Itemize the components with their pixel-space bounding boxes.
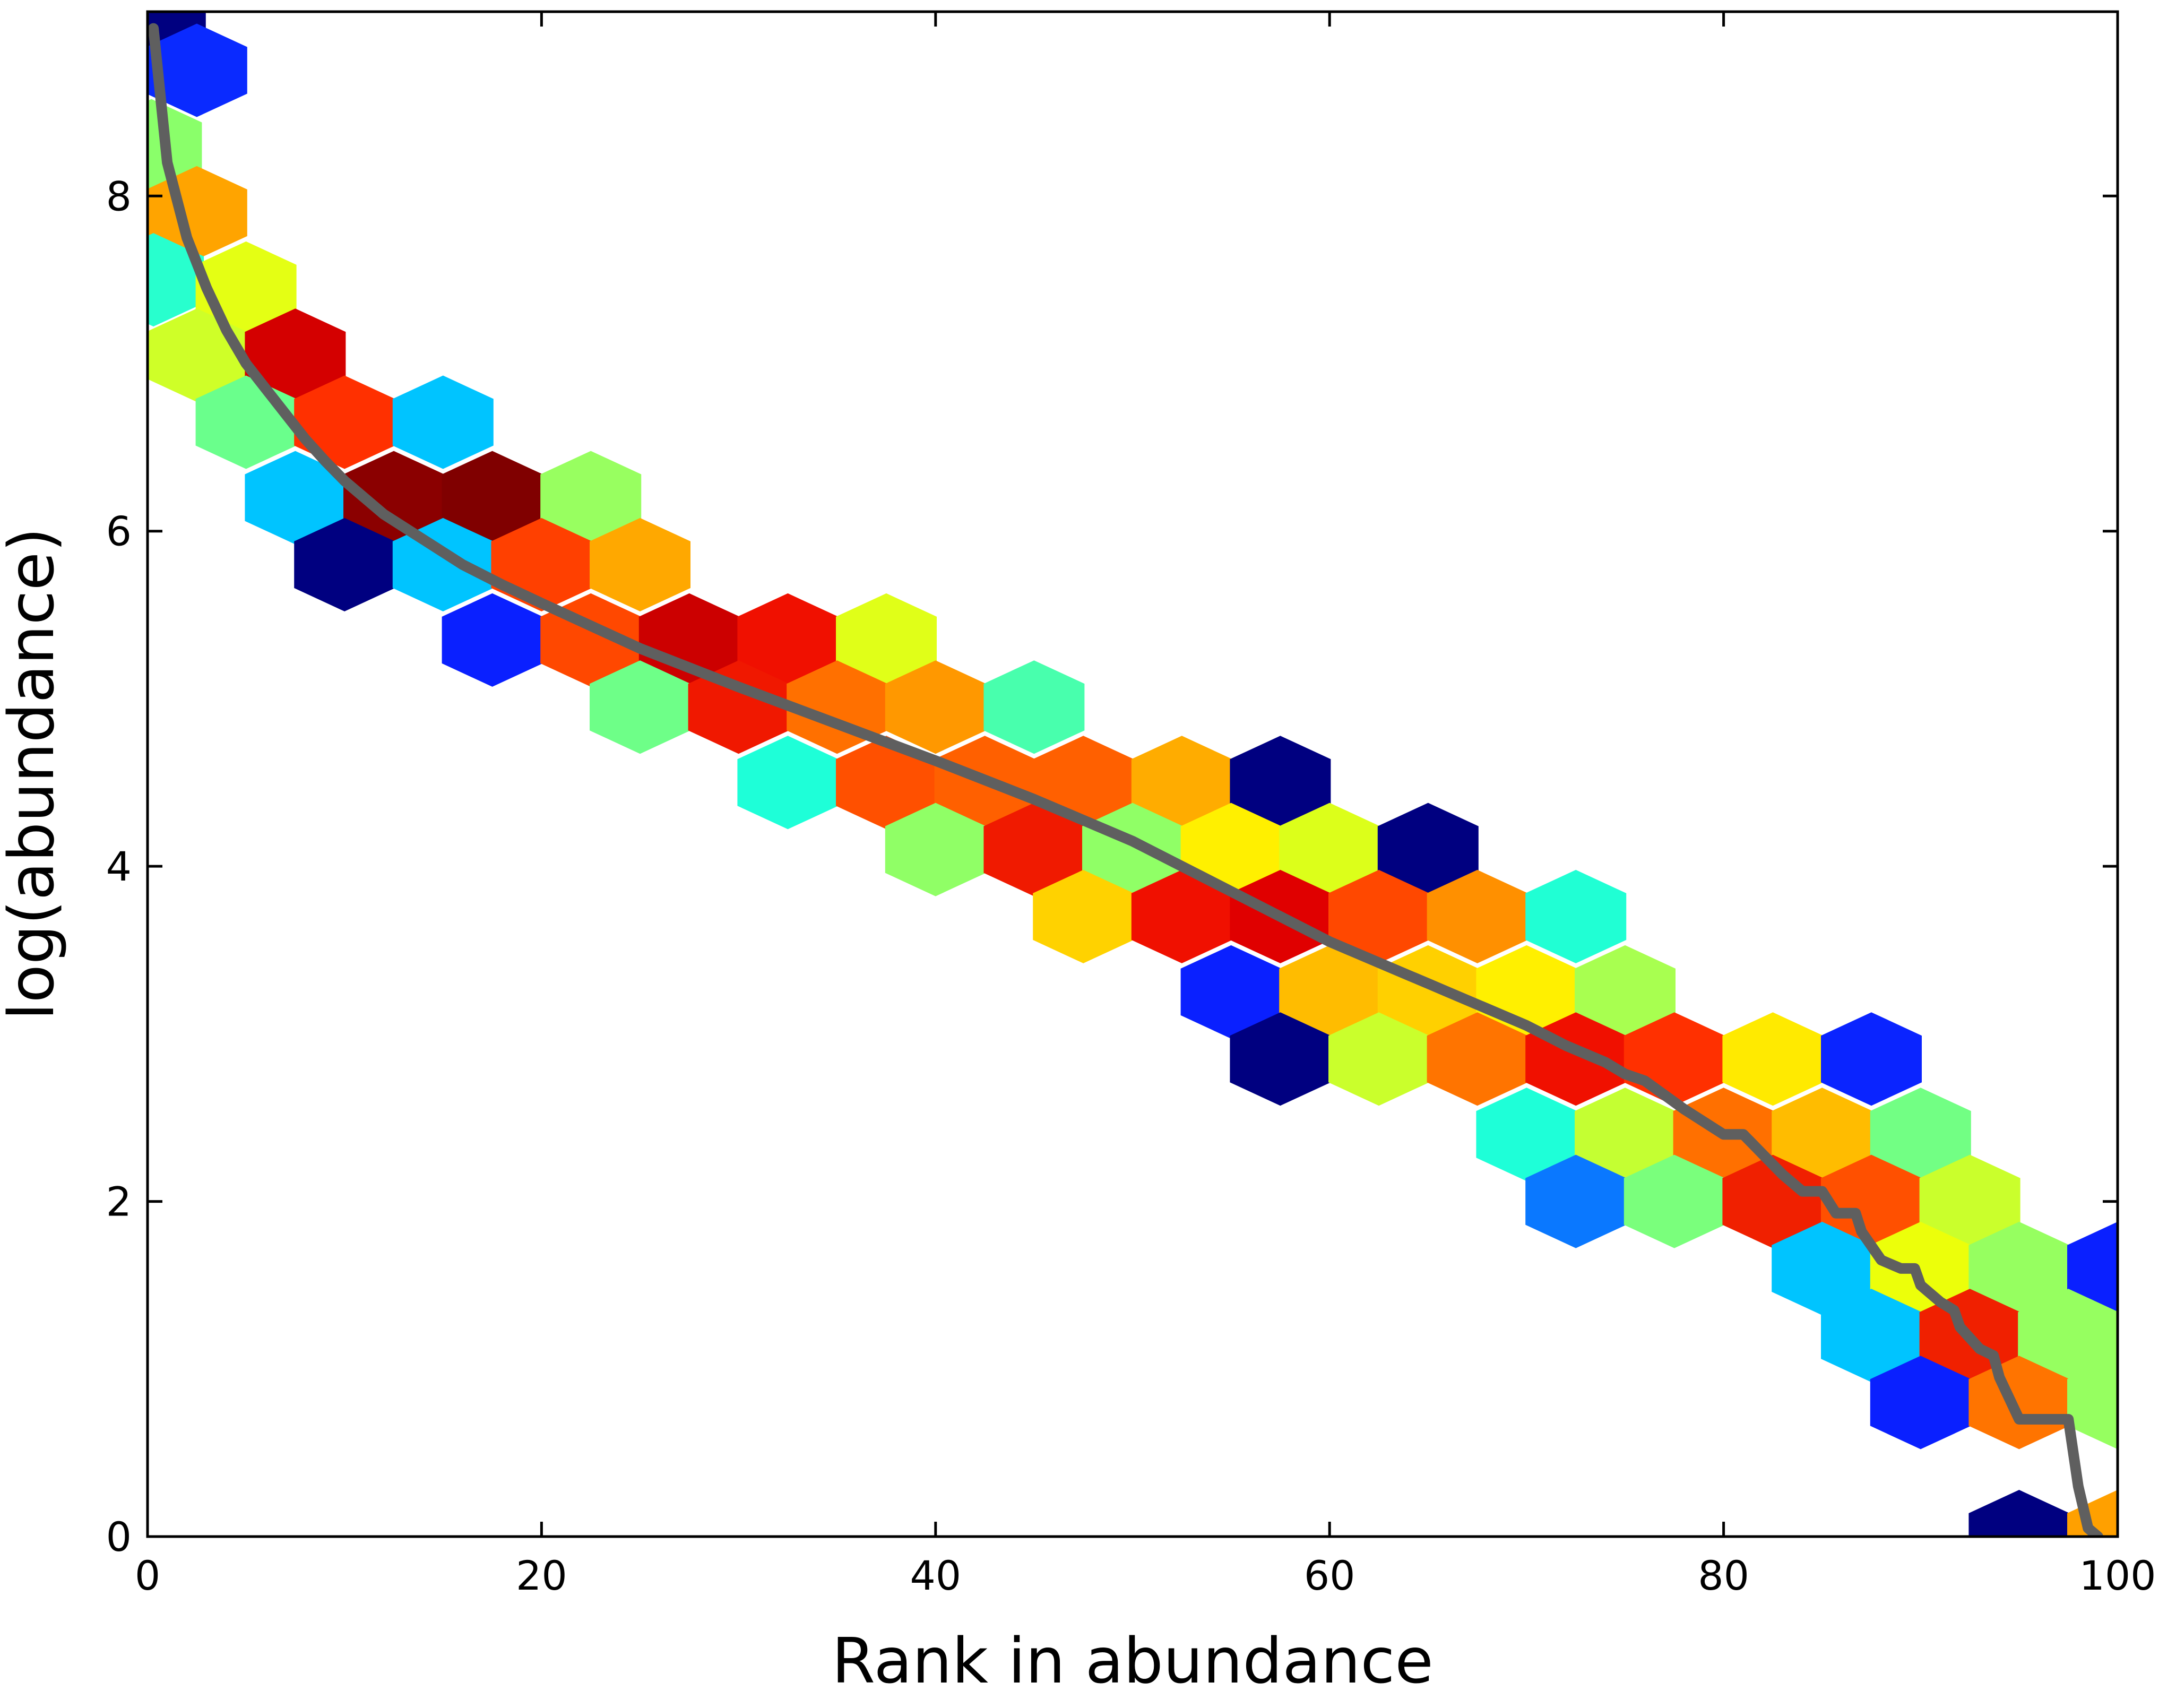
hex-cell bbox=[1279, 803, 1380, 896]
hex-cell bbox=[1968, 1356, 2070, 1450]
hex-cell bbox=[1525, 1154, 1627, 1248]
x-tick-label: 100 bbox=[2079, 1552, 2156, 1599]
hex-cell bbox=[442, 451, 543, 545]
hex-cell bbox=[983, 803, 1085, 896]
y-axis-label: log(abundance) bbox=[0, 528, 68, 1020]
hex-cell bbox=[1919, 1154, 2020, 1248]
hex-cell bbox=[1772, 1221, 1873, 1315]
hex-cell bbox=[1328, 1012, 1429, 1106]
hex-cell bbox=[737, 736, 839, 830]
hex-cell bbox=[2067, 1356, 2118, 1450]
hex-cell bbox=[2067, 1490, 2118, 1537]
hex-cell bbox=[1328, 869, 1429, 963]
hex-cell bbox=[1575, 945, 1676, 1039]
hex-cell bbox=[2067, 1221, 2118, 1315]
hex-cell bbox=[1525, 869, 1627, 963]
hex-cell bbox=[540, 451, 642, 545]
hex-cell bbox=[442, 593, 543, 687]
trend-line bbox=[148, 23, 2103, 1537]
hex-cell bbox=[1575, 1088, 1676, 1181]
hex-cell bbox=[294, 517, 395, 611]
hex-cell bbox=[1131, 869, 1232, 963]
hex-cell bbox=[737, 593, 839, 687]
hex-cell bbox=[1624, 1154, 1725, 1248]
plot-frame bbox=[146, 10, 2119, 1538]
hex-cell bbox=[1476, 1088, 1577, 1181]
x-tick-label: 40 bbox=[910, 1552, 961, 1599]
hex-cell bbox=[983, 660, 1085, 754]
hex-cell bbox=[1377, 803, 1479, 896]
hex-cell bbox=[1279, 945, 1380, 1039]
hex-cell bbox=[1131, 736, 1232, 830]
hex-cell bbox=[885, 660, 986, 754]
hex-cell bbox=[1870, 1221, 1971, 1315]
y-tick-label: 0 bbox=[106, 1513, 132, 1560]
hex-cell bbox=[1870, 1356, 1971, 1450]
y-tick-label: 8 bbox=[106, 172, 132, 220]
hex-cell bbox=[245, 308, 346, 402]
y-tick-label: 2 bbox=[106, 1178, 132, 1226]
hex-cell bbox=[885, 803, 986, 896]
hex-cell bbox=[1772, 1088, 1873, 1181]
hex-cell bbox=[1230, 1012, 1331, 1106]
hex-cell bbox=[1968, 1221, 2070, 1315]
hex-cell bbox=[1722, 1154, 1824, 1248]
x-tick-label: 80 bbox=[1698, 1552, 1749, 1599]
hex-cell bbox=[392, 375, 494, 469]
hex-cell bbox=[1968, 1490, 2070, 1537]
hex-cell bbox=[836, 736, 937, 830]
hex-cell bbox=[1821, 1289, 1922, 1383]
hex-cell bbox=[836, 593, 937, 687]
hex-cell bbox=[343, 451, 444, 545]
x-tick-label: 60 bbox=[1304, 1552, 1355, 1599]
hex-cell bbox=[688, 660, 789, 754]
axis-ticks: 0 20 40 60 80 100 0 2 4 6 8 bbox=[106, 12, 2156, 1599]
hex-cell bbox=[1427, 1012, 1528, 1106]
hex-cell bbox=[1870, 1088, 1971, 1181]
y-tick-label: 4 bbox=[106, 843, 132, 890]
x-tick-label: 0 bbox=[135, 1552, 160, 1599]
y-tick-label: 6 bbox=[106, 508, 132, 555]
hex-cell bbox=[1427, 869, 1528, 963]
hex-cell bbox=[294, 375, 395, 469]
hex-cell bbox=[1180, 945, 1282, 1039]
hex-cell bbox=[245, 451, 346, 545]
hex-cell bbox=[1821, 1012, 1922, 1106]
hex-cell bbox=[148, 23, 247, 117]
hex-cell bbox=[590, 517, 690, 611]
hex-cell bbox=[590, 660, 690, 754]
hex-cell bbox=[1821, 1154, 1922, 1248]
hex-cell bbox=[2018, 1289, 2118, 1383]
hex-cell bbox=[1033, 869, 1134, 963]
x-tick-label: 20 bbox=[516, 1552, 567, 1599]
x-axis-label: Rank in abundance bbox=[832, 1624, 1434, 1697]
hex-cell bbox=[1722, 1012, 1824, 1106]
trend-line-layer bbox=[148, 23, 2103, 1537]
hex-cell bbox=[1230, 736, 1331, 830]
